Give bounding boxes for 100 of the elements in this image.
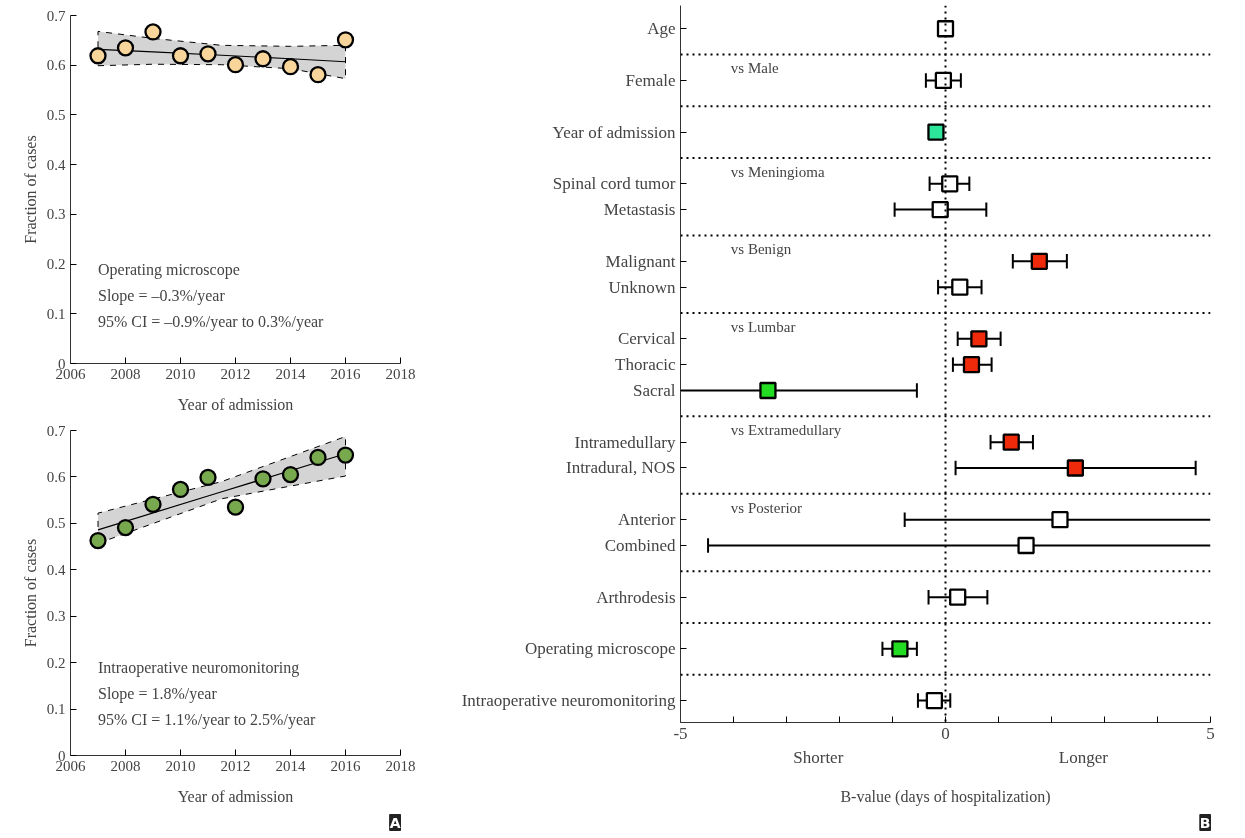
point: [171, 47, 190, 65]
point: [336, 446, 355, 464]
point: [254, 50, 272, 68]
y-tick-label: Arthrodesis: [596, 587, 676, 607]
annotation: vs Male: [730, 60, 780, 77]
y-tick-label: 0.3: [46, 206, 66, 223]
y-tick-label: Combined: [604, 536, 676, 556]
x-axis-title: Year of admission: [177, 787, 294, 805]
point: [144, 23, 162, 41]
point: [336, 31, 355, 49]
annotation: 95% CI = –0.9%/year to 0.3%/year: [98, 313, 325, 332]
point: [281, 58, 300, 76]
x-axis-title: Year of admission: [177, 395, 294, 413]
y-tick-label: 0.2: [46, 654, 66, 671]
annotation: vs Meningioma: [730, 163, 825, 180]
point: [931, 200, 949, 219]
point: [1066, 459, 1084, 477]
y-tick-label: Age: [647, 19, 676, 39]
y-tick-label: Intraoperative neuromonitoring: [461, 691, 676, 711]
x-tick-label: 2012: [220, 365, 251, 382]
y-tick-label: Year of admission: [552, 122, 676, 142]
point: [116, 39, 135, 57]
x-axis-title: B-value (days of hospitalization): [840, 787, 1051, 806]
point: [951, 278, 969, 296]
y-tick-label: Cervical: [617, 329, 676, 349]
point: [1030, 252, 1048, 270]
x-tick-label: 5: [1206, 723, 1215, 743]
point: [941, 175, 959, 193]
y-tick-label: Spinal cord tumor: [552, 174, 676, 194]
y-tick-label: 0.1: [46, 701, 66, 718]
x-tick-label: 2014: [275, 365, 306, 382]
y-tick-label: 0.2: [46, 256, 66, 273]
annotation: Intraoperative neuromonitoring: [98, 659, 300, 678]
x-tick-label: 0: [941, 723, 950, 743]
point: [199, 468, 217, 487]
y-tick-label: Intramedullary: [574, 432, 676, 452]
annotation: Slope = 1.8%/year: [98, 685, 218, 704]
annotation: vs Lumbar: [730, 318, 796, 335]
point: [309, 66, 327, 84]
point: [1051, 511, 1069, 529]
y-tick-label: 0.4: [46, 156, 66, 173]
point: [759, 381, 777, 400]
annotation: vs Extramedullary: [730, 422, 842, 439]
text: Shorter: [793, 747, 844, 767]
text: A: [389, 814, 401, 831]
y-tick-label: 0.7: [46, 7, 66, 24]
annotation: vs Benign: [730, 241, 792, 258]
x-tick-label: 2018: [385, 757, 416, 774]
y-tick-label: Thoracic: [615, 355, 676, 375]
y-tick-label: 0.3: [46, 608, 66, 625]
annotation: vs Posterior: [730, 499, 803, 516]
point: [226, 56, 245, 74]
y-axis-title: Fraction of cases: [21, 538, 39, 648]
point: [1002, 433, 1020, 451]
y-tick-label: Unknown: [608, 277, 676, 297]
x-tick-label: 2016: [330, 365, 361, 382]
y-tick-label: Operating microscope: [524, 639, 676, 659]
y-tick-label: Anterior: [617, 510, 676, 530]
text: B: [1199, 814, 1211, 831]
x-tick-label: 2014: [275, 757, 306, 774]
annotation: Slope = –0.3%/year: [98, 287, 226, 306]
y-tick-label: 0.1: [46, 305, 66, 322]
point: [199, 45, 217, 63]
x-tick-label: 2018: [385, 365, 416, 382]
point: [970, 330, 988, 348]
x-tick-label: 2016: [330, 757, 361, 774]
y-tick-label: Intradural, NOS: [565, 458, 676, 478]
x-tick-label: -5: [673, 723, 688, 743]
y-tick-label: 0.7: [46, 422, 66, 439]
point: [949, 588, 967, 606]
point: [925, 691, 944, 710]
x-tick-label: 2010: [165, 365, 196, 382]
y-tick-label: 0.5: [46, 106, 66, 123]
point: [891, 640, 909, 658]
point: [1017, 536, 1035, 555]
point: [927, 123, 945, 141]
y-tick-label: 0.4: [46, 561, 66, 578]
y-tick-label: Malignant: [605, 251, 676, 271]
point: [89, 531, 107, 550]
y-tick-label: Sacral: [633, 380, 676, 400]
point: [116, 518, 135, 537]
y-tick-label: 0.6: [46, 57, 66, 74]
y-tick-label: Metastasis: [603, 200, 676, 220]
x-tick-label: 2010: [165, 757, 196, 774]
point: [89, 47, 107, 65]
point: [936, 20, 955, 38]
x-tick-label: 2008: [110, 757, 141, 774]
point: [962, 356, 981, 374]
y-tick-label: Female: [625, 70, 676, 90]
point: [934, 71, 953, 90]
y-tick-label: 0.5: [46, 515, 66, 532]
y-axis-title: Fraction of cases: [21, 135, 39, 244]
point: [281, 465, 300, 484]
point: [226, 498, 245, 516]
annotation: Operating microscope: [98, 261, 240, 280]
annotation: 95% CI = 1.1%/year to 2.5%/year: [98, 711, 317, 730]
x-tick-label: 2008: [110, 365, 141, 382]
x-tick-label: 2012: [220, 757, 251, 774]
point: [171, 480, 190, 499]
point: [309, 448, 327, 467]
